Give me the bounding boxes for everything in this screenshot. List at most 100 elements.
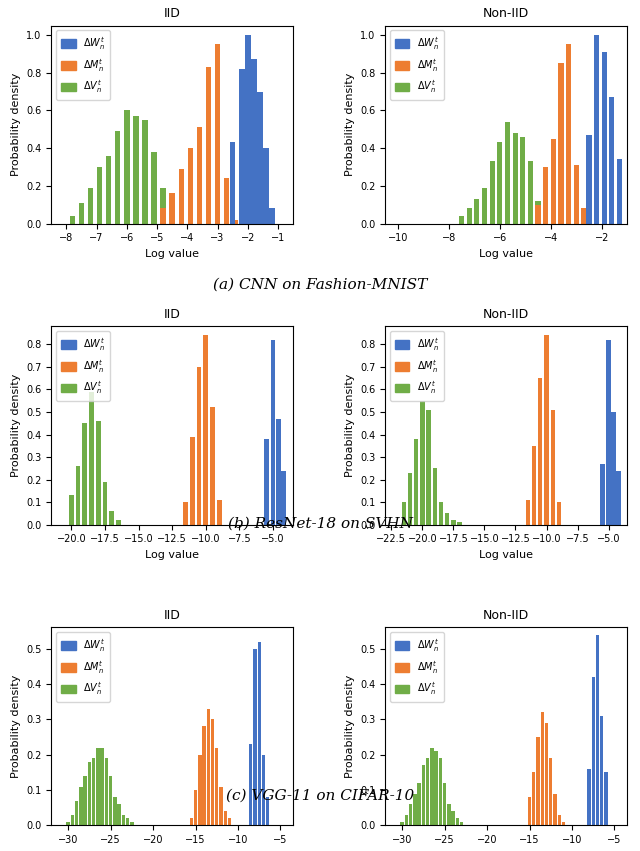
X-axis label: Log value: Log value [479,248,533,259]
Bar [170,199,175,224]
Bar [276,419,281,524]
Legend: $\Delta W_n^t$, $\Delta M_n^t$, $\Delta V_n^t$: $\Delta W_n^t$, $\Delta M_n^t$, $\Delta … [390,632,444,702]
Legend: $\Delta W_n^t$, $\Delta M_n^t$, $\Delta V_n^t$: $\Delta W_n^t$, $\Delta M_n^t$, $\Delta … [390,331,444,401]
Bar [198,755,202,825]
Bar [413,794,417,825]
Bar [263,148,269,224]
Bar [142,120,148,224]
Bar [190,437,195,524]
Title: IID: IID [164,308,180,321]
Bar [133,116,139,224]
Bar [505,122,510,224]
Bar [83,423,87,524]
Bar [543,167,548,224]
Bar [536,205,541,224]
Bar [220,786,223,825]
Bar [253,648,257,825]
Bar [586,135,591,224]
Bar [122,815,125,825]
Bar [414,439,419,524]
Bar [161,188,166,224]
Bar [566,44,571,224]
Bar [215,748,218,825]
Bar [467,208,472,224]
Bar [251,60,257,224]
X-axis label: Log value: Log value [145,248,199,259]
Bar [92,758,95,825]
Bar [611,412,616,524]
X-axis label: Log value: Log value [479,550,533,560]
Bar [79,786,83,825]
Bar [439,502,444,524]
Bar [573,165,579,224]
Bar [161,208,166,224]
Bar [402,502,406,524]
Bar [113,797,116,825]
Bar [188,148,193,224]
Bar [451,811,455,825]
Bar [430,748,433,825]
Bar [257,92,262,224]
Bar [217,500,221,524]
Bar [264,439,269,524]
Title: Non-IID: Non-IID [483,609,529,622]
Bar [210,408,215,524]
Bar [581,208,586,224]
Bar [196,367,202,524]
Bar [557,815,561,825]
Y-axis label: Probability density: Probability density [10,374,20,477]
Bar [223,811,227,825]
Y-axis label: Probability density: Probability density [344,73,355,176]
Bar [545,723,548,825]
Bar [617,159,622,224]
Bar [433,468,437,524]
Bar [194,790,197,825]
Bar [266,797,269,825]
Bar [456,819,459,825]
Bar [554,794,557,825]
Bar [228,819,231,825]
Bar [417,783,421,825]
Bar [202,727,205,825]
Bar [458,523,462,524]
Bar [438,758,442,825]
Bar [204,335,208,524]
Y-axis label: Probability density: Probability density [10,675,20,778]
Bar [70,216,75,224]
Bar [170,193,175,224]
Legend: $\Delta W_n^t$, $\Delta M_n^t$, $\Delta V_n^t$: $\Delta W_n^t$, $\Delta M_n^t$, $\Delta … [390,31,444,100]
Bar [600,716,604,825]
Bar [460,822,463,825]
Bar [404,815,408,825]
Bar [551,139,556,224]
Bar [189,819,193,825]
Bar [536,201,541,224]
Bar [76,466,81,524]
Bar [130,822,134,825]
Bar [79,203,84,224]
Bar [549,758,552,825]
Bar [609,97,614,224]
Bar [117,804,121,825]
Bar [262,755,265,825]
Legend: $\Delta W_n^t$, $\Delta M_n^t$, $\Delta V_n^t$: $\Delta W_n^t$, $\Delta M_n^t$, $\Delta … [56,31,110,100]
Bar [541,712,544,825]
Legend: $\Delta W_n^t$, $\Delta M_n^t$, $\Delta V_n^t$: $\Delta W_n^t$, $\Delta M_n^t$, $\Delta … [56,632,110,702]
Bar [525,500,530,524]
Y-axis label: Probability density: Probability density [10,73,20,176]
Bar [536,737,540,825]
Bar [115,131,120,224]
Bar [538,378,543,524]
Bar [102,482,108,524]
Bar [426,758,429,825]
Bar [435,751,438,825]
Bar [239,69,244,224]
Bar [179,168,184,224]
Bar [179,220,184,224]
Bar [459,216,464,224]
Bar [594,35,599,224]
Bar [100,748,104,825]
Bar [106,156,111,224]
Bar [88,762,91,825]
X-axis label: Log value: Log value [145,550,199,560]
